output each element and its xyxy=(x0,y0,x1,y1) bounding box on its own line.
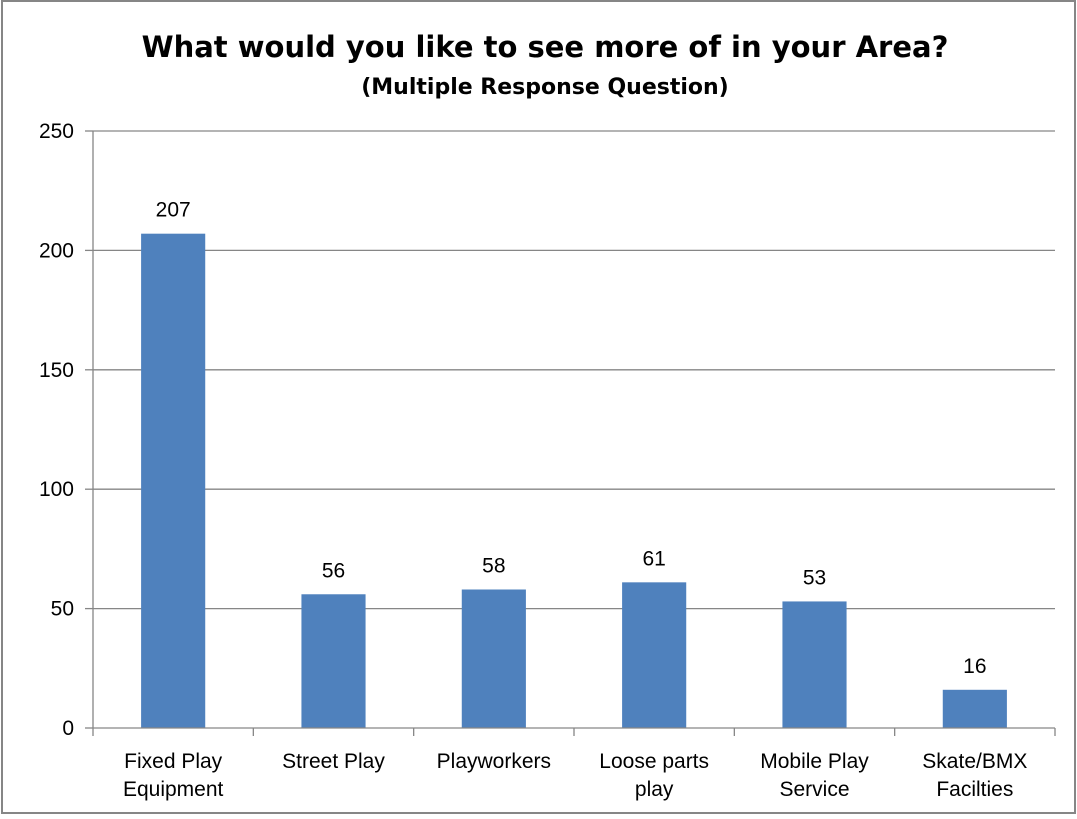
gridlines xyxy=(93,130,1055,610)
data-label: 61 xyxy=(642,547,665,570)
x-category-label-line: Loose parts xyxy=(599,750,709,773)
data-label: 58 xyxy=(482,554,505,577)
x-category-label: Mobile Play Service xyxy=(760,750,869,801)
y-tick-label: 150 xyxy=(39,359,74,382)
x-category-label: Skate/BMX Facilties xyxy=(922,750,1027,801)
chart-subtitle: (Multiple Response Question) xyxy=(361,75,729,100)
bar xyxy=(622,582,687,728)
y-tick-label: 200 xyxy=(39,239,74,262)
x-category-label-line: Street Play xyxy=(282,750,385,773)
y-tick-label: 100 xyxy=(39,478,74,501)
x-category-label-line: Fixed Play xyxy=(124,750,223,773)
data-label: 56 xyxy=(322,559,345,582)
y-tick-label: 50 xyxy=(51,598,74,621)
data-label: 207 xyxy=(156,199,191,222)
data-labels: 207 56 58 61 53 16 xyxy=(156,199,987,678)
x-category-label-line: Skate/BMX xyxy=(922,750,1027,773)
x-category-label-line: Equipment xyxy=(123,778,224,801)
bar xyxy=(301,594,366,728)
data-label: 53 xyxy=(803,566,826,589)
bar xyxy=(141,233,206,728)
y-tick-label: 250 xyxy=(39,120,74,143)
x-category-label-line: Playworkers xyxy=(437,750,551,773)
axes xyxy=(85,130,1056,736)
x-category-label-line: Mobile Play xyxy=(760,750,869,773)
chart-title: What would you like to see more of in yo… xyxy=(142,30,949,64)
x-category-label-line: play xyxy=(635,778,674,801)
bar xyxy=(942,689,1007,728)
bar xyxy=(461,589,526,728)
bar xyxy=(782,601,847,728)
x-category-label: Fixed Play Equipment xyxy=(123,750,224,801)
x-category-label: Street Play xyxy=(282,750,385,773)
bars xyxy=(141,233,1007,728)
y-tick-label: 0 xyxy=(62,717,74,740)
x-category-label: Playworkers xyxy=(437,750,551,773)
x-axis-category-labels: Fixed Play Equipment Street Play Playworker… xyxy=(123,750,1027,801)
x-category-label: Loose parts play xyxy=(599,750,709,801)
x-category-label-line: Service xyxy=(779,778,849,801)
x-category-label-line: Facilties xyxy=(936,778,1013,801)
y-axis-tick-labels: 0 50 100 150 200 250 xyxy=(39,120,74,740)
data-label: 16 xyxy=(963,655,986,678)
